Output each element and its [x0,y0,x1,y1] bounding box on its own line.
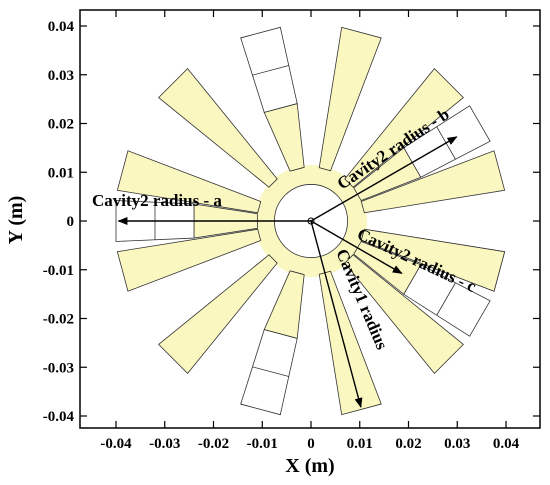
x-tick-label-2: -0.02 [198,436,229,452]
cavity1-vane-6 [116,150,262,214]
cavity1-vane-2 [344,68,464,188]
annotation-cavity2-radius-a: Cavity2 radius - a [92,191,222,210]
y-tick-label-4: 0 [67,214,75,230]
y-tick-label-3: 0.01 [48,165,74,181]
y-tick-label-1: 0.03 [48,68,74,84]
y-tick-label-0: 0.04 [48,19,75,35]
cavity1-vane-8 [158,254,278,374]
cavity2-vane-tip-1 [240,26,298,113]
cavity1-vane-7 [116,228,262,292]
x-tick-label-6: 0.02 [395,436,421,452]
x-axis-title: X (m) [285,455,334,477]
arrow-cavity2-radius-b [310,136,458,222]
arrow-cavity2-radius-c [310,220,403,275]
y-axis-title: Y (m) [5,196,27,245]
arrow-cavity1-radius [310,220,363,408]
y-tick-label-8: -0.04 [43,409,75,425]
y-tick-label-5: -0.01 [43,263,74,279]
cavity1-vane-12 [360,228,506,292]
cavity2-vane-tip-3-division-0 [252,366,289,377]
x-tick-label-7: 0.03 [444,436,470,452]
y-tick-label-2: 0.02 [48,117,74,133]
x-tick-label-5: 0.01 [347,436,373,452]
y-tick-label-7: -0.03 [43,360,74,376]
cavity2-vane-tip-3 [240,329,298,416]
cavity2-vane-tip-4 [403,264,491,337]
x-tick-label-0: -0.04 [100,436,132,452]
x-tick-label-8: 0.04 [493,436,520,452]
cavity2-vane-tip-4-division-0 [436,282,456,316]
y-tick-label-6: -0.02 [43,312,74,328]
cavity1-vane-1 [360,150,506,214]
plot-layer [115,26,506,416]
cavity1-vane-5 [158,68,278,188]
ticks-layer: -0.04 -0.03 -0.02 -0.01 0 0.01 0.02 0.03 0.04 0.0… [43,10,540,452]
x-tick-label-3: -0.01 [247,436,278,452]
x-tick-label-4: 0 [307,436,315,452]
x-tick-label-1: -0.03 [149,436,180,452]
cavity2-vane-tip-1-division-0 [252,65,289,76]
cavity1-vane-3 [318,26,382,172]
cavity1-vane-11 [344,254,464,374]
